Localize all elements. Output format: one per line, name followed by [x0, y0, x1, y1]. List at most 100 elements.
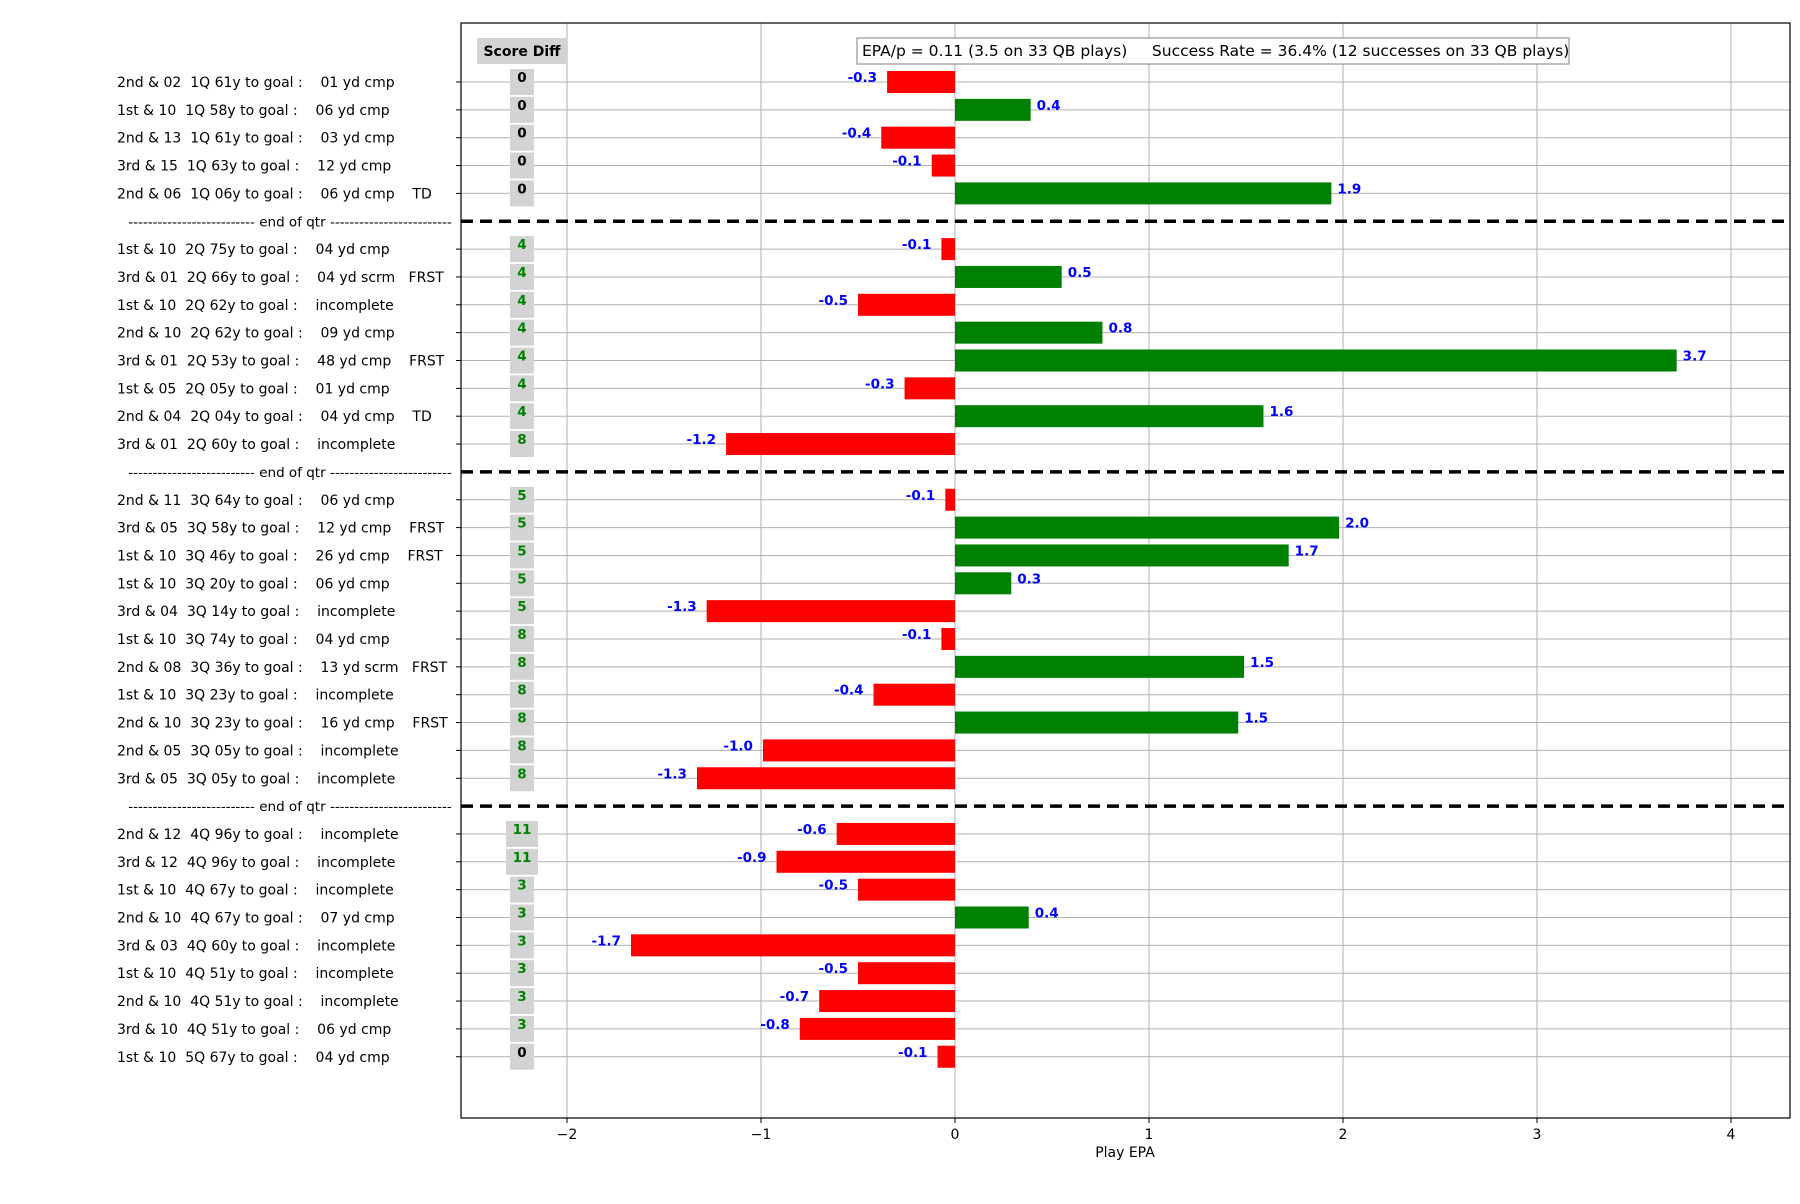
epa-bar — [955, 405, 1264, 428]
play-label: 1st & 10 1Q 58y to goal : 06 yd cmp — [117, 103, 390, 119]
score-diff-value: 3 — [517, 989, 526, 1005]
epa-bar — [955, 906, 1029, 929]
epa-bar — [881, 126, 955, 149]
epa-bar — [955, 711, 1239, 734]
score-diff-value: 4 — [517, 404, 526, 420]
score-diff-value: 5 — [517, 488, 526, 504]
play-label: 2nd & 06 1Q 06y to goal : 06 yd cmp TD — [117, 186, 432, 202]
epa-bar — [955, 572, 1012, 595]
epa-value-label: -0.5 — [818, 293, 848, 309]
epa-bar — [776, 850, 955, 873]
summary-box-frame — [856, 37, 1570, 65]
score-diff-value: 0 — [517, 181, 526, 197]
score-diff-box — [510, 765, 534, 792]
score-diff-value: 0 — [517, 1045, 526, 1061]
epa-value-label: -0.8 — [760, 1017, 790, 1033]
score-diff-value: 8 — [517, 655, 526, 671]
play-label: 3rd & 05 3Q 58y to goal : 12 yd cmp FRST — [117, 521, 445, 537]
x-tick-label: −1 — [751, 1127, 772, 1143]
play-label: 2nd & 13 1Q 61y to goal : 03 yd cmp — [117, 131, 395, 147]
score-diff-column: Score Diff 0 0 0 0 0 4 4 4 4 4 4 4 8 5 5 5 5 5 8 8 8 8 8 8 11 11 3… — [477, 38, 567, 1070]
x-tick-label: −2 — [557, 1127, 578, 1143]
epa-bar — [873, 683, 955, 706]
score-diff-value: 8 — [517, 627, 526, 643]
epa-value-label: -0.1 — [898, 1045, 928, 1061]
score-diff-value: 3 — [517, 933, 526, 949]
epa-bar — [941, 628, 955, 650]
epa-value-label: -1.3 — [657, 766, 687, 782]
score-diff-box — [510, 96, 534, 123]
plot-frame — [460, 22, 1791, 1119]
play-label: 1st & 10 2Q 75y to goal : 04 yd cmp — [117, 242, 390, 258]
quarter-separator-label: -------------------------- end of qtr --… — [128, 214, 452, 230]
play-label: 3rd & 01 2Q 53y to goal : 48 yd cmp FRST — [117, 354, 445, 370]
play-label: 2nd & 02 1Q 61y to goal : 01 yd cmp — [117, 75, 395, 91]
epa-value-label: -0.4 — [834, 683, 864, 699]
epa-value-label: 1.7 — [1295, 543, 1319, 559]
epa-value-label: 0.5 — [1068, 265, 1092, 281]
epa-bar — [726, 433, 955, 456]
score-diff-box — [510, 291, 534, 318]
score-diff-value: 5 — [517, 543, 526, 559]
epa-value-label: -0.5 — [818, 961, 848, 977]
play-label: 1st & 05 2Q 05y to goal : 01 yd cmp — [117, 381, 390, 397]
score-diff-box — [510, 542, 534, 569]
epa-bar — [858, 293, 955, 316]
x-axis: −2 −1 0 1 2 3 4 — [456, 81, 1736, 1143]
play-label: 2nd & 05 3Q 05y to goal : incomplete — [117, 743, 399, 759]
epa-value-label: 3.7 — [1683, 349, 1707, 365]
x-tick-label: 1 — [1145, 1127, 1154, 1143]
epa-value-label: 0.4 — [1035, 906, 1059, 922]
x-tick-label: 0 — [951, 1127, 960, 1143]
play-label: 3rd & 04 3Q 14y to goal : incomplete — [117, 604, 395, 620]
score-diff-box — [510, 653, 534, 680]
play-label: 3rd & 03 4Q 60y to goal : incomplete — [117, 938, 395, 954]
epa-bar — [955, 321, 1103, 344]
score-diff-box — [510, 375, 534, 402]
play-label: 1st & 10 3Q 23y to goal : incomplete — [117, 688, 394, 704]
value-labels: -0.3 0.4 -0.4 -0.1 1.9 -0.1 0.5 -0.5 0.8 3.7 -0.3 1… — [591, 70, 1706, 1061]
score-diff-value: 0 — [517, 70, 526, 86]
epa-bar — [955, 349, 1677, 372]
play-label: 1st & 10 4Q 67y to goal : incomplete — [117, 883, 394, 899]
score-diff-box — [510, 960, 534, 987]
epa-value-label: 1.9 — [1337, 181, 1361, 197]
score-diff-value: 5 — [517, 599, 526, 615]
epa-value-label: -0.7 — [780, 989, 810, 1005]
play-label: 1st & 10 4Q 51y to goal : incomplete — [117, 966, 394, 982]
bars — [631, 71, 1677, 1068]
epa-value-label: -0.3 — [848, 70, 878, 86]
play-label: 3rd & 15 1Q 63y to goal : 12 yd cmp — [117, 159, 391, 175]
epa-value-label: -0.5 — [818, 878, 848, 894]
play-label: 2nd & 10 3Q 23y to goal : 16 yd cmp FRST — [117, 716, 448, 732]
score-diff-box — [510, 1015, 534, 1042]
score-diff-value: 8 — [517, 766, 526, 782]
play-label: 2nd & 04 2Q 04y to goal : 04 yd cmp TD — [117, 409, 432, 425]
epa-value-label: 1.5 — [1244, 711, 1268, 727]
epa-bar — [887, 71, 955, 93]
play-label: 1st & 10 3Q 20y to goal : 06 yd cmp — [117, 576, 390, 592]
score-diff-box — [506, 820, 538, 847]
play-label: 2nd & 11 3Q 64y to goal : 06 yd cmp — [117, 493, 395, 509]
score-diff-box — [510, 403, 534, 430]
epa-value-label: -1.0 — [723, 738, 753, 754]
score-diff-box — [510, 263, 534, 290]
epa-bar — [858, 878, 955, 901]
epa-value-label: -1.3 — [667, 599, 697, 615]
epa-value-label: 2.0 — [1345, 516, 1369, 532]
epa-bar — [799, 1017, 955, 1040]
epa-bar — [941, 238, 955, 261]
summary-text: EPA/p = 0.11 (3.5 on 33 QB plays) Succes… — [862, 42, 1569, 60]
score-diff-box — [510, 514, 534, 541]
score-diff-value: 8 — [517, 738, 526, 754]
score-diff-value: 8 — [517, 683, 526, 699]
score-diff-value: 11 — [513, 822, 532, 838]
epa-bar — [858, 962, 955, 985]
score-diff-box — [510, 876, 534, 903]
epa-bar — [631, 934, 955, 957]
epa-value-label: -1.7 — [591, 933, 621, 949]
epa-value-label: 1.5 — [1250, 655, 1274, 671]
score-diff-value: 4 — [517, 237, 526, 253]
score-diff-box — [510, 347, 534, 374]
